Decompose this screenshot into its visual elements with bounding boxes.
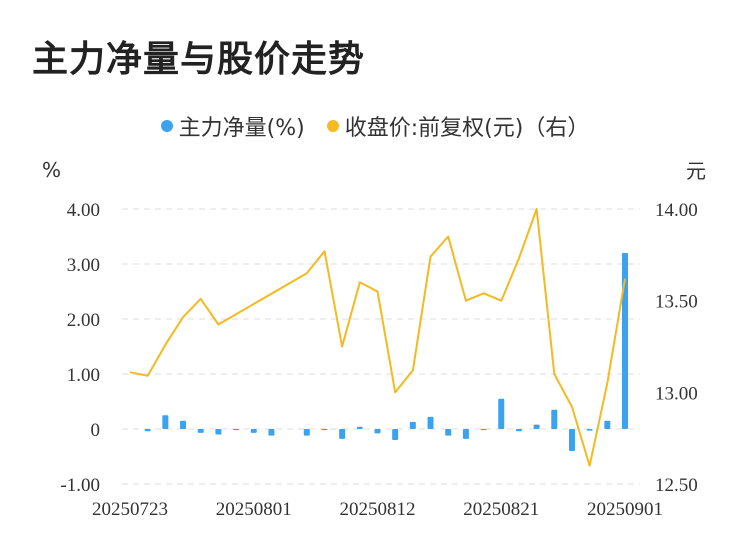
bar-net-volume	[144, 429, 151, 432]
x-tick-label: 20250812	[340, 499, 416, 520]
x-tick-label: 20250821	[463, 499, 539, 520]
x-tick-label: 20250801	[216, 499, 292, 520]
y-right-tick-label: 13.50	[655, 292, 698, 313]
bar-net-volume	[462, 429, 469, 439]
y-right-tick-label: 13.00	[655, 383, 698, 404]
legend-swatch-net-volume	[160, 120, 173, 132]
y-left-tick-label: 1.00	[67, 365, 100, 386]
y-right-tick-label: 14.00	[655, 200, 698, 221]
bar-net-volume	[498, 398, 505, 429]
y-left-tick-label: 2.00	[67, 310, 100, 331]
legend-swatch-close-price	[326, 120, 339, 132]
bar-net-volume	[515, 429, 522, 432]
y-left-axis: 4.00 3.00 2.00 1.00 0 -1.00	[60, 200, 100, 496]
bar-net-volume	[374, 429, 381, 434]
bar-net-volume	[622, 253, 628, 429]
bar-net-volume	[268, 429, 275, 436]
bar-net-volume	[392, 429, 399, 440]
grid-lines	[122, 208, 640, 485]
bar-net-volume	[321, 429, 328, 431]
y-right-unit: 元	[686, 159, 706, 183]
bar-net-volume	[409, 421, 416, 429]
x-tick-label: 20250901	[587, 499, 663, 520]
x-tick-label: 20250723	[92, 499, 168, 520]
line-close-price	[129, 208, 626, 467]
bar-net-volume	[215, 429, 222, 435]
y-left-unit: %	[42, 158, 61, 182]
bar-net-volume	[250, 429, 257, 433]
bar-net-volume	[604, 420, 611, 429]
bar-net-volume	[586, 429, 593, 431]
y-left-tick-label: 0	[91, 420, 101, 441]
legend-label-net-volume: 主力净量(%)	[178, 116, 305, 141]
y-left-tick-label: -1.00	[60, 475, 100, 496]
bar-net-volume	[551, 409, 558, 429]
bar-series	[144, 253, 628, 451]
y-left-tick-label: 3.00	[67, 255, 100, 276]
chart-legend: 主力净量(%) 收盘价:前复权(元)（右）	[0, 110, 750, 142]
legend-item-net-volume[interactable]: 主力净量(%)	[160, 110, 305, 142]
y-right-tick-label: 12.50	[655, 475, 698, 496]
page-title: 主力净量与股价走势	[32, 39, 366, 80]
bar-net-volume	[162, 415, 169, 429]
y-right-axis: 14.00 13.50 13.00 12.50	[655, 200, 698, 496]
bar-net-volume	[427, 416, 434, 429]
bar-net-volume	[197, 429, 204, 433]
bar-net-volume	[356, 426, 363, 429]
bar-net-volume	[233, 429, 240, 431]
bar-net-volume	[533, 424, 540, 429]
legend-item-close-price[interactable]: 收盘价:前复权(元)（右）	[326, 110, 590, 142]
bar-net-volume	[180, 420, 187, 429]
bar-net-volume	[568, 429, 575, 451]
legend-label-close-price: 收盘价:前复权(元)（右）	[344, 116, 590, 141]
bar-net-volume	[303, 429, 310, 436]
bar-net-volume	[445, 429, 452, 436]
bar-net-volume	[339, 429, 346, 439]
x-axis: 20250723 20250801 20250812 20250821 20250901	[92, 499, 663, 520]
line-series	[129, 208, 626, 467]
bar-net-volume	[480, 429, 487, 431]
y-left-tick-label: 4.00	[67, 200, 100, 221]
